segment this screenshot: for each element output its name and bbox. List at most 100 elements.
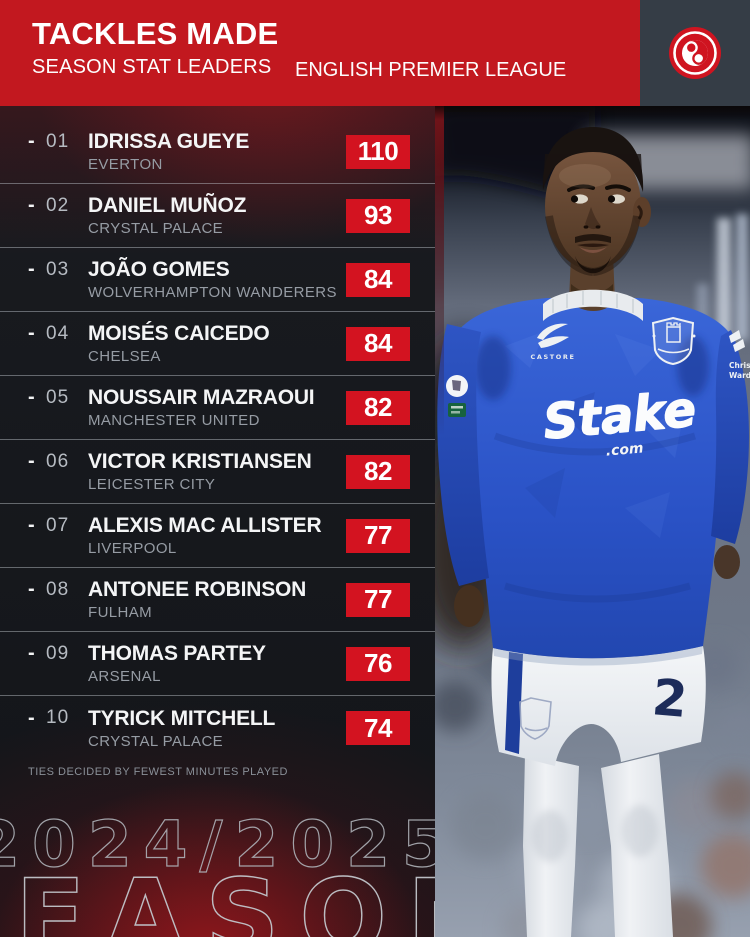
player-info: THOMAS PARTEY ARSENAL (88, 642, 266, 685)
list-item: - 02 DANIEL MUÑOZ CRYSTAL PALACE 93 (0, 184, 435, 248)
sleeve-sponsor-line2: Ward (729, 371, 750, 380)
header-banner: TACKLES MADE SEASON STAT LEADERS ENGLISH… (0, 0, 750, 106)
everton-crest-icon (651, 316, 696, 366)
list-item: - 03 JOÃO GOMES WOLVERHAMPTON WANDERERS … (0, 248, 435, 312)
list-item: - 08 ANTONEE ROBINSON FULHAM 77 (0, 568, 435, 632)
player-info: VICTOR KRISTIANSEN LEICESTER CITY (88, 450, 312, 493)
player-info: MOISÉS CAICEDO CHELSEA (88, 322, 270, 365)
watermark-line2: SEASON (0, 858, 435, 937)
premier-league-sleeve-badge-icon (446, 375, 468, 417)
rank-label: 01 (46, 130, 70, 152)
player-shorts (491, 646, 706, 766)
player-name: ANTONEE ROBINSON (88, 578, 307, 601)
player-name: NOUSSAIR MAZRAOUI (88, 386, 315, 409)
player-name: THOMAS PARTEY (88, 642, 266, 665)
rank-label: 10 (46, 707, 70, 728)
rank-change-dash: - (28, 450, 35, 472)
player-info: IDRISSA GUEYE EVERTON (88, 130, 249, 173)
value-badge: 84 (346, 326, 410, 361)
brand-logo (640, 0, 750, 106)
rank-change-dash: - (28, 322, 35, 344)
rank-label: 03 (46, 258, 70, 280)
team-name: FULHAM (88, 604, 153, 621)
shirt-pattern (493, 331, 696, 603)
sleeve-sponsor-line1: Christopher (729, 361, 750, 370)
leaderboard-panel: - 01 IDRISSA GUEYE EVERTON 110 - 02 DANI… (0, 106, 435, 937)
rank-change-dash: - (28, 386, 35, 408)
castore-logo-icon (537, 323, 569, 348)
rank-label: 07 (46, 514, 70, 536)
rank-label: 06 (46, 450, 70, 472)
shirt-sponsor-text: Stake (541, 382, 698, 451)
shorts-crest (519, 697, 552, 740)
subtitle-row: SEASON STAT LEADERS (32, 56, 640, 79)
player-name: DANIEL MUÑOZ (88, 194, 247, 217)
player-photo-illustration: 2 (435, 106, 750, 937)
shorts-number: 2 (650, 668, 690, 729)
swirl-logo-icon (669, 27, 721, 79)
player-name: TYRICK MITCHELL (88, 706, 276, 730)
shirt-collar (543, 289, 643, 321)
player-info: JOÃO GOMES WOLVERHAMPTON WANDERERS (88, 258, 337, 301)
player-name: MOISÉS CAICEDO (88, 322, 270, 345)
player-name: IDRISSA GUEYE (88, 130, 250, 153)
list-item: - 01 IDRISSA GUEYE EVERTON 110 (0, 120, 435, 184)
team-name: CRYSTAL PALACE (88, 220, 224, 237)
player-shirt (449, 298, 733, 659)
value-badge: 77 (346, 582, 410, 617)
team-name: CRYSTAL PALACE (88, 732, 224, 750)
player-right-arm (711, 330, 749, 544)
player-name: VICTOR KRISTIANSEN (88, 450, 312, 473)
rank-change-dash: - (28, 642, 35, 664)
player-head (542, 127, 651, 276)
value-badge: 76 (346, 646, 410, 681)
team-name: ARSENAL (88, 668, 161, 685)
rank-change-dash: - (28, 706, 35, 729)
list-item: - 09 THOMAS PARTEY ARSENAL 76 (0, 632, 435, 696)
team-name: EVERTON (88, 156, 163, 173)
player-right-hand (714, 545, 740, 579)
kit-brand-label: CASTORE (530, 353, 575, 361)
shirt-sponsor-domain: .com (605, 440, 644, 459)
value-badge: 93 (346, 198, 410, 233)
list-item: - 10 TYRICK MITCHELL CRYSTAL PALACE 74 (0, 696, 435, 760)
rank-label: 05 (46, 386, 70, 408)
footnote: TIES DECIDED BY FEWEST MINUTES PLAYED (28, 766, 288, 778)
sleeve-sponsor-patch: Christopher Ward (729, 330, 750, 380)
team-name: LEICESTER CITY (88, 476, 216, 493)
player-left-hand (454, 585, 484, 627)
page-title: TACKLES MADE (32, 16, 279, 51)
header-red-band: TACKLES MADE SEASON STAT LEADERS ENGLISH… (0, 0, 640, 106)
team-name: LIVERPOOL (88, 540, 177, 557)
rank-label: 08 (46, 578, 70, 600)
value-badge: 110 (346, 134, 410, 169)
player-info: TYRICK MITCHELL CRYSTAL PALACE (88, 707, 275, 750)
rank-change-dash: - (28, 258, 35, 280)
rank-label: 09 (46, 642, 70, 664)
player-photo: 2 (435, 106, 750, 937)
rank-change-dash: - (28, 130, 35, 152)
list-item: - 04 MOISÉS CAICEDO CHELSEA 84 (0, 312, 435, 376)
player-info: ALEXIS MAC ALLISTER LIVERPOOL (88, 514, 322, 557)
value-badge: 82 (346, 390, 410, 425)
list-item: - 05 NOUSSAIR MAZRAOUI MANCHESTER UNITED… (0, 376, 435, 440)
team-name: CHELSEA (88, 348, 161, 365)
list-item: - 06 VICTOR KRISTIANSEN LEICESTER CITY 8… (0, 440, 435, 504)
player-name: ALEXIS MAC ALLISTER (88, 514, 322, 537)
rank-change-dash: - (28, 578, 35, 600)
value-badge: 77 (346, 518, 410, 553)
team-name: MANCHESTER UNITED (88, 412, 260, 429)
watermark-line1: 2024/2025 (0, 808, 435, 881)
shorts-stripe (505, 652, 523, 754)
player-name: JOÃO GOMES (88, 258, 230, 281)
rank-change-dash: - (28, 194, 35, 216)
season-watermark: 2024/2025 SEASON (0, 807, 435, 937)
rank-label: 02 (46, 194, 70, 216)
list-item: - 07 ALEXIS MAC ALLISTER LIVERPOOL 77 (0, 504, 435, 568)
leaderboard: - 01 IDRISSA GUEYE EVERTON 110 - 02 DANI… (0, 120, 435, 760)
value-badge: 82 (346, 454, 410, 489)
rank-change-dash: - (28, 514, 35, 536)
subtitle-right: ENGLISH PREMIER LEAGUE (295, 59, 567, 81)
player-info: DANIEL MUÑOZ CRYSTAL PALACE (88, 194, 246, 237)
